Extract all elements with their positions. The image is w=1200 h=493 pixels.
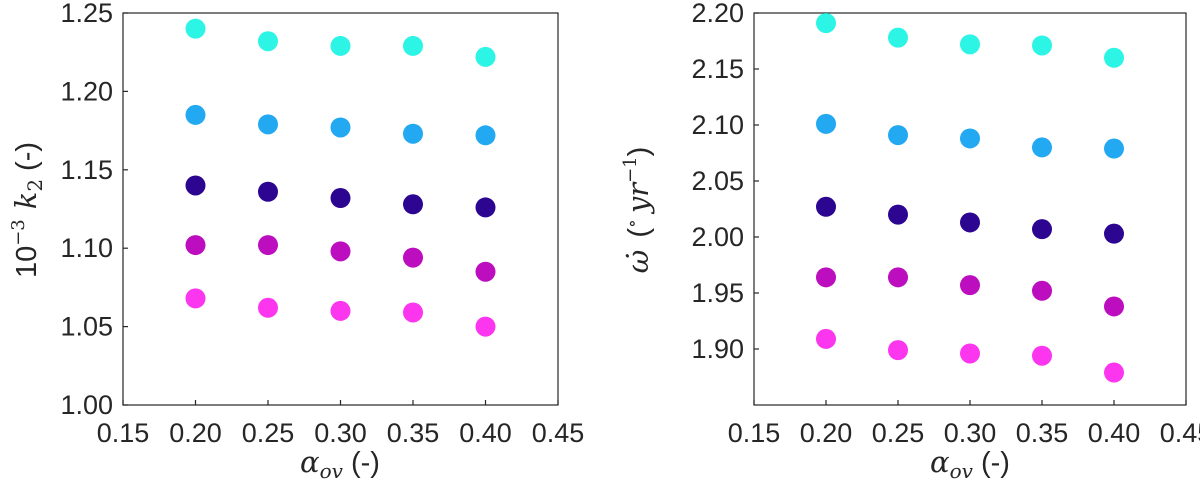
data-point: [888, 27, 908, 48]
y-tick-label: 2.00: [691, 222, 744, 252]
data-point: [1104, 47, 1124, 68]
data-point: [258, 181, 278, 202]
right-x-axis-label: αov (-): [930, 445, 1010, 483]
x-tick-label: 0.20: [800, 418, 853, 448]
data-point: [1032, 219, 1052, 240]
data-point: [816, 267, 836, 288]
x-tick-label: 0.20: [169, 418, 222, 448]
data-point: [1104, 223, 1124, 244]
data-point: [888, 267, 908, 288]
left-y-axis-label: 10−3k2(-): [8, 142, 47, 278]
data-point: [1104, 362, 1124, 383]
data-point: [403, 302, 423, 323]
data-point: [1032, 280, 1052, 301]
data-point: [330, 117, 351, 138]
y-tick-label: 1.05: [60, 312, 113, 342]
data-point: [185, 175, 206, 196]
data-point: [1032, 137, 1052, 158]
data-point: [330, 300, 351, 321]
x-tick-label: 0.15: [728, 418, 781, 448]
data-point: [330, 188, 351, 209]
data-point: [960, 275, 980, 296]
data-point: [475, 46, 496, 67]
data-point: [330, 241, 351, 262]
left-chart: 0.15 0.20 0.25 0.30 0.35 0.40 0.45 1.00 1.05 1.10…: [8, 0, 584, 483]
y-tick-label: 1.00: [60, 390, 113, 420]
y-tick-label: 1.25: [60, 0, 113, 28]
left-x-axis-label: αov (-): [300, 445, 380, 483]
x-tick-label: 0.45: [1160, 418, 1200, 448]
x-tick-label: 0.40: [1088, 418, 1141, 448]
data-point: [1104, 296, 1124, 317]
data-point: [960, 212, 980, 233]
data-point: [888, 340, 908, 361]
y-tick-label: 1.15: [60, 155, 113, 185]
y-tick-label: 1.10: [60, 233, 113, 263]
x-tick-label: 0.45: [532, 418, 585, 448]
data-point: [185, 235, 206, 256]
x-tick-label: 0.30: [944, 418, 997, 448]
data-point: [888, 125, 908, 146]
y-tick-label: 2.20: [691, 0, 744, 28]
y-tick-label: 2.05: [691, 166, 744, 196]
data-point: [1032, 35, 1052, 56]
x-tick-label: 0.30: [314, 418, 367, 448]
data-point: [816, 328, 836, 349]
data-point: [258, 114, 278, 135]
data-point: [960, 34, 980, 55]
data-point: [258, 235, 278, 256]
data-point: [960, 343, 980, 364]
data-point: [475, 125, 496, 146]
data-point: [816, 113, 836, 134]
y-tick-label: 1.90: [691, 334, 744, 364]
data-point: [185, 288, 206, 309]
y-tick-label: 2.10: [691, 110, 744, 140]
data-point: [330, 35, 351, 56]
x-tick-label: 0.35: [387, 418, 440, 448]
data-point: [475, 316, 496, 337]
x-tick-label: 0.15: [97, 418, 150, 448]
right-y-axis-label: ω̇(∘yr−1): [620, 147, 655, 274]
data-point: [1104, 138, 1124, 159]
data-point: [816, 13, 836, 34]
x-tick-label: 0.25: [242, 418, 295, 448]
data-point: [888, 204, 908, 225]
data-point: [475, 261, 496, 282]
data-point: [403, 35, 423, 56]
y-tick-label: 2.15: [691, 54, 744, 84]
y-tick-label: 1.95: [691, 278, 744, 308]
y-tick-label: 1.20: [60, 76, 113, 106]
data-point: [1032, 345, 1052, 366]
x-tick-label: 0.40: [459, 418, 512, 448]
data-point: [403, 123, 423, 144]
data-point: [960, 128, 980, 149]
right-chart: 0.15 0.20 0.25 0.30 0.35 0.40 0.45 1.90 1.95 2.00…: [620, 0, 1200, 483]
data-point: [475, 197, 496, 218]
data-point: [403, 194, 423, 215]
x-tick-label: 0.35: [1016, 418, 1069, 448]
data-point: [403, 247, 423, 268]
data-point: [258, 31, 278, 52]
x-tick-label: 0.25: [872, 418, 925, 448]
data-point: [185, 104, 206, 125]
data-point: [816, 196, 836, 217]
data-point: [185, 18, 206, 39]
data-point: [258, 297, 278, 318]
